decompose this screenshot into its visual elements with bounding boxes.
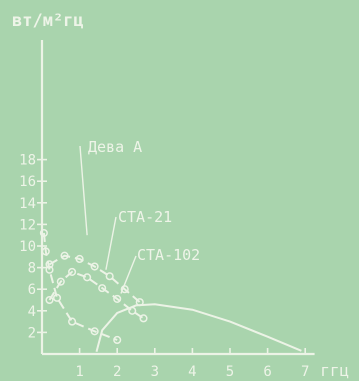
annotation-leader-2 [120, 255, 137, 294]
annotation-label-1: СТА-21 [118, 208, 172, 226]
series-point-0-5 [90, 327, 99, 336]
annotation-label-2: СТА-102 [137, 246, 200, 264]
series-point-2-7 [139, 314, 148, 323]
series-point-0-4 [68, 317, 77, 326]
x-tick-label-3: 4 [188, 364, 196, 380]
series-point-2-4 [98, 284, 107, 293]
series-point-2-5 [113, 294, 122, 303]
y-tick-label-8: 18 [19, 153, 36, 169]
y-tick-label-3: 8 [28, 261, 36, 277]
y-tick-label-7: 16 [19, 174, 36, 190]
series-point-0-1 [41, 247, 50, 256]
y-tick-label-4: 10 [19, 239, 36, 255]
series-layer [39, 228, 302, 353]
x-tick-label-4: 5 [226, 364, 234, 380]
y-tick-label-1: 4 [28, 304, 36, 320]
annotations-layer: Дева А СТА-21 СТА-102 [79, 138, 200, 294]
series-point-0-0 [39, 228, 48, 238]
series-point-1-3 [90, 262, 99, 271]
series-point-2-2 [68, 267, 77, 276]
series-point-1-2 [75, 254, 84, 264]
y-tick-label-0: 2 [28, 325, 36, 341]
y-tick-label-2: 6 [28, 282, 36, 298]
series-point-0-3 [52, 293, 62, 302]
y-tick-label-5: 12 [19, 217, 36, 233]
series-point-2-0 [45, 295, 54, 305]
series-point-1-1 [60, 251, 69, 260]
series-line-3 [95, 303, 302, 353]
annotation-leader-1 [105, 216, 117, 270]
y-tick-label-6: 14 [19, 196, 36, 212]
x-tick-label-6: 7 [301, 364, 309, 380]
y-axis-label: вт/м²гц [12, 11, 84, 31]
x-tick-label-1: 2 [113, 364, 121, 380]
series-point-2-3 [83, 273, 92, 282]
annotation-label-0: Дева А [88, 138, 142, 156]
series-point-1-0 [45, 260, 54, 269]
series-point-2-1 [56, 277, 65, 286]
x-tick-label-2: 3 [151, 364, 159, 380]
series-line-1 [49, 254, 141, 303]
x-tick-label-5: 6 [263, 364, 271, 380]
x-axis-label: ггц [320, 361, 349, 380]
series-point-1-4 [105, 272, 114, 281]
annotation-leader-0 [79, 145, 88, 236]
x-tick-label-0: 1 [75, 364, 83, 380]
series-point-0-2 [45, 265, 54, 274]
series-line-0 [42, 232, 118, 341]
series-point-0-6 [113, 335, 122, 345]
